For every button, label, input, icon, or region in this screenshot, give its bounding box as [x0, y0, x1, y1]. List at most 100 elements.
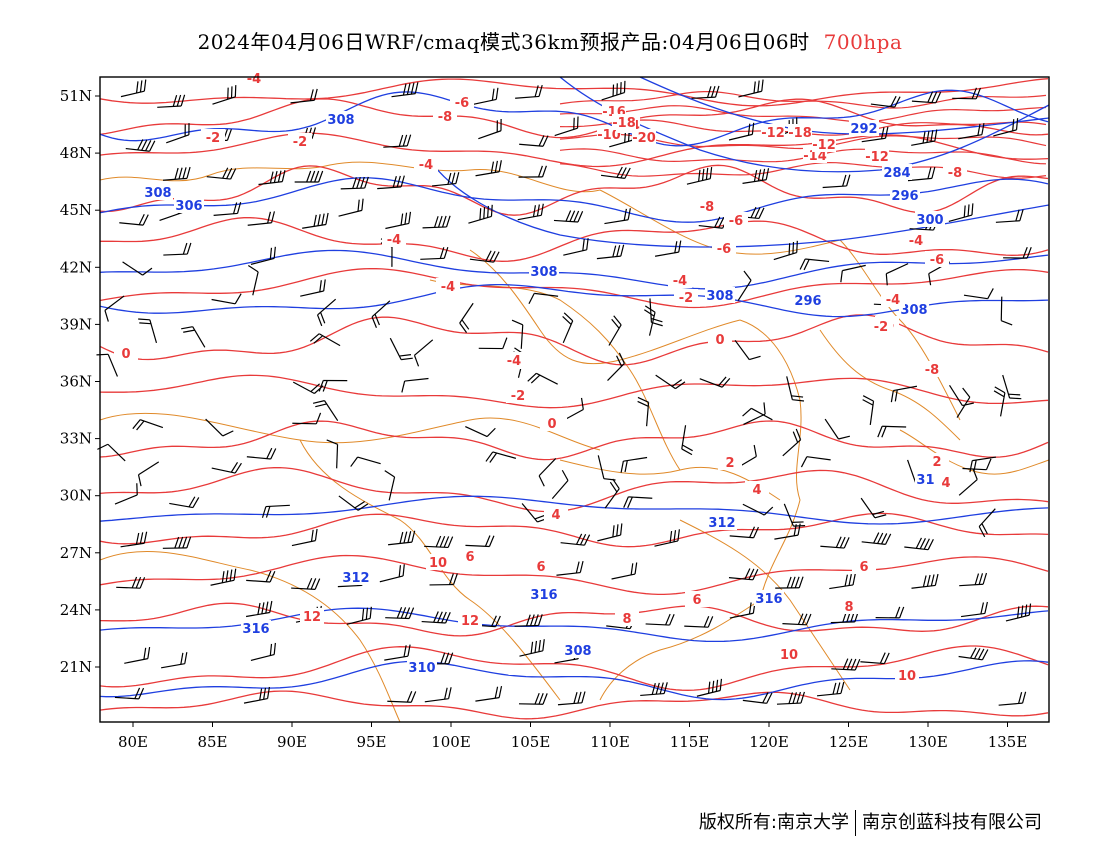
- coastline-layer: [99, 161, 1050, 723]
- wind-barb: [213, 202, 242, 217]
- wind-barb-feather: [310, 170, 316, 183]
- wind-barb-feather: [973, 648, 981, 659]
- wind-barb-feather: [441, 611, 447, 623]
- wind-barb-feather: [485, 451, 494, 462]
- height-label-bg: [754, 590, 784, 606]
- temperature-label-bg: [668, 272, 692, 288]
- wind-barb: [388, 530, 416, 546]
- wind-barb: [654, 240, 682, 257]
- wind-barb: [338, 198, 364, 217]
- temperature-label: 10: [898, 669, 916, 684]
- wind-barb-feather: [269, 171, 274, 184]
- temperature-isotherm: [99, 374, 1049, 409]
- wind-barb-feather: [698, 169, 701, 182]
- temperature-label: 6: [692, 593, 701, 608]
- wind-barb-feather: [665, 613, 671, 626]
- wind-barb-feather: [314, 170, 320, 183]
- wind-barb: [258, 170, 286, 186]
- temperature-label: -2: [874, 320, 888, 335]
- wind-barb-feather: [313, 88, 318, 101]
- wind-barb: [465, 426, 496, 438]
- wind-barb-feather: [797, 613, 804, 625]
- wind-barb-feather: [721, 377, 731, 388]
- wind-barb-feather: [313, 385, 324, 394]
- wind-barb-feather: [852, 573, 856, 586]
- wind-barb-feather: [403, 645, 407, 657]
- wind-barb-feather: [489, 452, 498, 463]
- wind-barb-feather: [842, 174, 847, 187]
- wind-barb-feather: [637, 396, 649, 403]
- wind-barb-feather: [312, 400, 325, 404]
- height-label-bg: [890, 187, 920, 203]
- wind-barb-feather: [396, 175, 401, 188]
- wind-barb-feather: [186, 242, 192, 255]
- wind-barb-feather: [573, 692, 578, 704]
- wind-barb: [478, 337, 508, 350]
- wind-barb: [312, 400, 339, 421]
- wind-barb-feather: [269, 571, 276, 583]
- temperature-label: -8: [700, 200, 714, 215]
- wind-barb: [553, 210, 584, 223]
- wind-barb-staff: [122, 261, 143, 276]
- wind-barb-feather: [306, 170, 312, 183]
- temperature-label-bg: [712, 240, 736, 256]
- wind-barb-feather: [269, 600, 273, 613]
- wind-barb-feather: [485, 250, 492, 262]
- wind-barb-staff: [734, 339, 750, 360]
- wind-barb-feather: [534, 692, 540, 705]
- wind-barb-feather: [975, 87, 982, 100]
- wind-barb-feather: [525, 614, 531, 627]
- wind-barb-feather: [181, 326, 193, 330]
- wind-barb-feather: [230, 462, 239, 473]
- temperature-label: 10: [780, 648, 798, 663]
- temperature-isotherm: [559, 91, 1047, 109]
- wind-barb: [478, 119, 502, 140]
- height-label: 292: [850, 122, 877, 137]
- wind-barb-feather: [182, 536, 188, 549]
- wind-barb-staff: [420, 257, 445, 260]
- wind-barb-feather: [873, 532, 880, 544]
- wind-barb-feather: [318, 170, 324, 183]
- wind-barb-feather: [323, 279, 326, 292]
- wind-barb-feather: [718, 217, 725, 229]
- wind-barb-feather: [786, 576, 792, 589]
- wind-barb-feather: [542, 693, 548, 705]
- wind-barb: [294, 170, 324, 183]
- wind-barb: [774, 523, 801, 540]
- temperature-contours: [99, 78, 1049, 720]
- temperature-isotherm: [99, 645, 1049, 691]
- temperature-label: -4: [387, 233, 401, 248]
- wind-barb-feather: [401, 357, 413, 361]
- wind-barb: [554, 116, 579, 137]
- wind-barb-feather: [265, 570, 272, 582]
- temperature-label-bg: [458, 612, 482, 628]
- wind-barb-staff: [557, 702, 582, 706]
- wind-barb: [611, 562, 638, 580]
- wind-barb-feather: [448, 687, 452, 699]
- wind-barb: [391, 82, 419, 98]
- wind-barb-feather: [310, 529, 314, 542]
- wind-barb-staff: [205, 418, 224, 437]
- wind-barb-feather: [398, 134, 404, 147]
- temperature-label-bg: [414, 156, 438, 172]
- wind-barb: [655, 374, 686, 390]
- wind-barb-feather: [527, 372, 537, 382]
- wind-barb-feather: [1012, 119, 1015, 131]
- height-label-bg: [563, 642, 593, 658]
- wind-barb-feather: [538, 84, 543, 97]
- wind-barb: [691, 85, 720, 99]
- wind-barb-feather: [410, 691, 417, 703]
- wind-barb-feather: [411, 530, 416, 543]
- wind-barb-staff: [246, 456, 271, 460]
- wind-barb-feather: [273, 246, 276, 259]
- wind-barb: [773, 240, 798, 261]
- wind-barb: [911, 573, 939, 589]
- wind-barb-feather: [317, 214, 321, 226]
- wind-barb-feather: [96, 353, 109, 356]
- wind-barb-feather: [277, 170, 282, 183]
- wind-barb-feather: [919, 538, 926, 550]
- wind-barb-staff: [520, 324, 524, 349]
- wind-barb-feather: [528, 293, 535, 305]
- wind-barb: [346, 606, 372, 625]
- wind-barb: [684, 615, 714, 628]
